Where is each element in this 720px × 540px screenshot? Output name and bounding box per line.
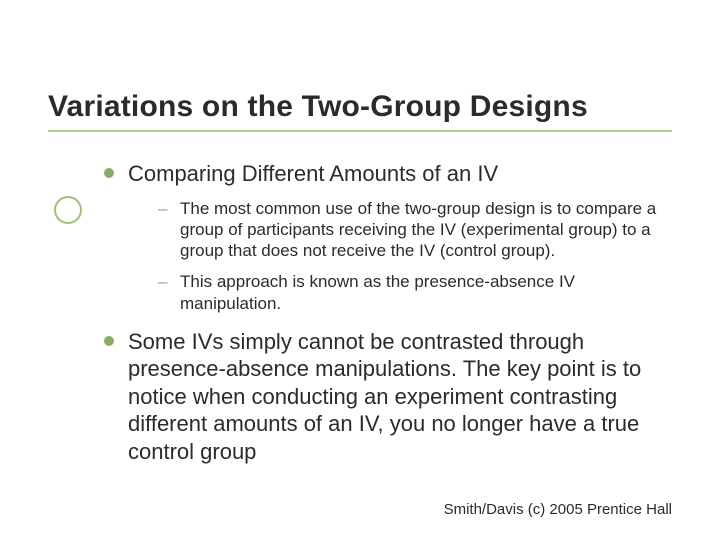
list-item: Comparing Different Amounts of an IV The… — [104, 160, 664, 314]
list-item: This approach is known as the presence-a… — [158, 271, 664, 314]
bullet-list: Comparing Different Amounts of an IV The… — [48, 160, 672, 465]
list-item: The most common use of the two-group des… — [158, 198, 664, 262]
title-underline — [48, 130, 672, 132]
bullet-text: Some IVs simply cannot be contrasted thr… — [128, 329, 641, 464]
footer-text: Smith/Davis (c) 2005 Prentice Hall — [444, 501, 672, 518]
bullet-text: Comparing Different Amounts of an IV — [128, 161, 498, 186]
slide: Variations on the Two-Group Designs Comp… — [0, 0, 720, 540]
sub-bullet-list: The most common use of the two-group des… — [128, 198, 664, 314]
accent-circle-icon — [54, 196, 82, 224]
list-item: Some IVs simply cannot be contrasted thr… — [104, 328, 664, 466]
sub-bullet-text: This approach is known as the presence-a… — [180, 272, 575, 312]
sub-bullet-text: The most common use of the two-group des… — [180, 199, 656, 261]
slide-title: Variations on the Two-Group Designs — [48, 90, 672, 124]
